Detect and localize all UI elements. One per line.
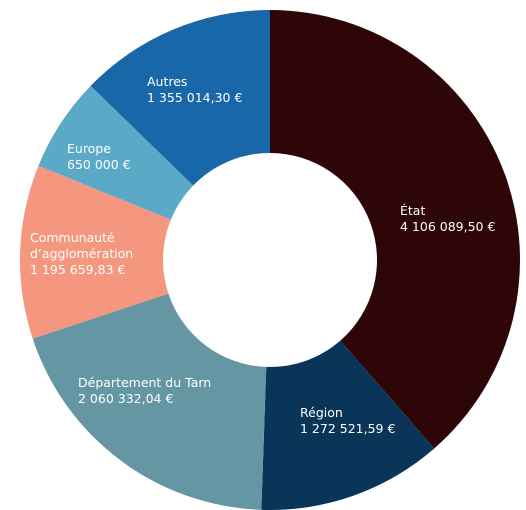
slice-label: Département du Tarn 2 060 332,04 €: [78, 375, 248, 407]
donut-slice: [38, 85, 194, 220]
donut-slice: [261, 340, 435, 510]
slice-name: Europe: [67, 141, 111, 156]
slice-label: Europe 650 000 €: [67, 141, 167, 173]
slice-name: Région: [300, 405, 343, 420]
slice-label: État 4 106 089,50 €: [400, 203, 520, 235]
slice-value: 1 195 659,83 €: [30, 262, 126, 277]
slice-value: 650 000 €: [67, 157, 131, 172]
slice-label: Région 1 272 521,59 €: [300, 405, 420, 437]
slice-name: Communauté d’agglomération: [30, 230, 134, 261]
slice-value: 4 106 089,50 €: [400, 219, 496, 234]
slice-value: 1 355 014,30 €: [147, 90, 243, 105]
donut-slice: [20, 165, 171, 339]
donut-slice: [32, 293, 267, 510]
slice-label: Communauté d’agglomération 1 195 659,83 €: [30, 230, 160, 278]
donut-slice: [90, 10, 270, 186]
donut-slice: [270, 10, 521, 449]
slice-name: État: [400, 203, 426, 218]
slice-value: 2 060 332,04 €: [78, 391, 174, 406]
slice-name: Autres: [147, 74, 188, 89]
slice-name: Département du Tarn: [78, 375, 212, 390]
slice-label: Autres 1 355 014,30 €: [147, 74, 267, 106]
slice-value: 1 272 521,59 €: [300, 421, 396, 436]
